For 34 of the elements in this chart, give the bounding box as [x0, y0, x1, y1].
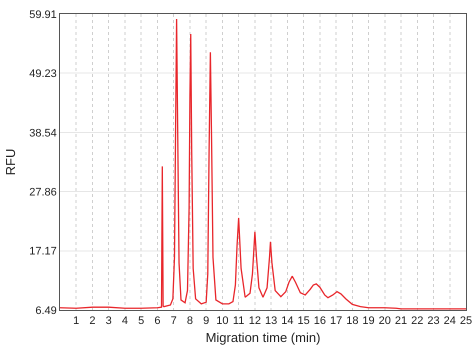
x-tick-label: 21	[394, 315, 408, 328]
y-tick-label: 49.23	[29, 68, 57, 80]
x-tick-label: 7	[170, 315, 177, 328]
x-tick-label: 1	[73, 315, 80, 328]
x-tick-label: 22	[411, 315, 424, 328]
x-tick-label: 16	[314, 315, 326, 328]
x-tick-label: 19	[362, 315, 375, 328]
x-tick-label: 12	[248, 315, 262, 328]
y-tick-label: 59.91	[29, 8, 57, 21]
x-tick-label: 8	[186, 315, 193, 328]
y-tick-label: 17.17	[29, 246, 57, 258]
x-tick-label: 10	[216, 315, 229, 328]
y-axis-title: RFU	[3, 148, 18, 176]
x-tick-label: 20	[378, 315, 391, 328]
x-tick-label: 15	[297, 315, 310, 328]
x-tick-label: 14	[281, 315, 294, 328]
line-series	[60, 18, 466, 310]
x-tick-label: 17	[330, 315, 342, 328]
x-tick-label: 6	[154, 315, 161, 328]
x-tick-label: 3	[106, 315, 112, 328]
y-tick-label: 6.49	[35, 304, 57, 317]
x-tick-label: 5	[138, 315, 144, 328]
x-tick-label: 18	[346, 315, 358, 328]
x-tick-label: 25	[460, 315, 472, 328]
x-tick-label: 2	[89, 315, 96, 328]
x-tick-label: 9	[203, 315, 210, 328]
x-tick-label: 4	[122, 315, 128, 328]
x-tick-label: 24	[444, 315, 456, 328]
y-tick-label: 27.86	[29, 186, 57, 198]
x-tick-label: 23	[427, 315, 440, 328]
y-tick-label: 38.54	[29, 127, 57, 140]
x-tick-label: 11	[232, 315, 244, 328]
x-axis-title: Migration time (min)	[206, 330, 320, 345]
x-tick-label: 13	[264, 315, 278, 328]
